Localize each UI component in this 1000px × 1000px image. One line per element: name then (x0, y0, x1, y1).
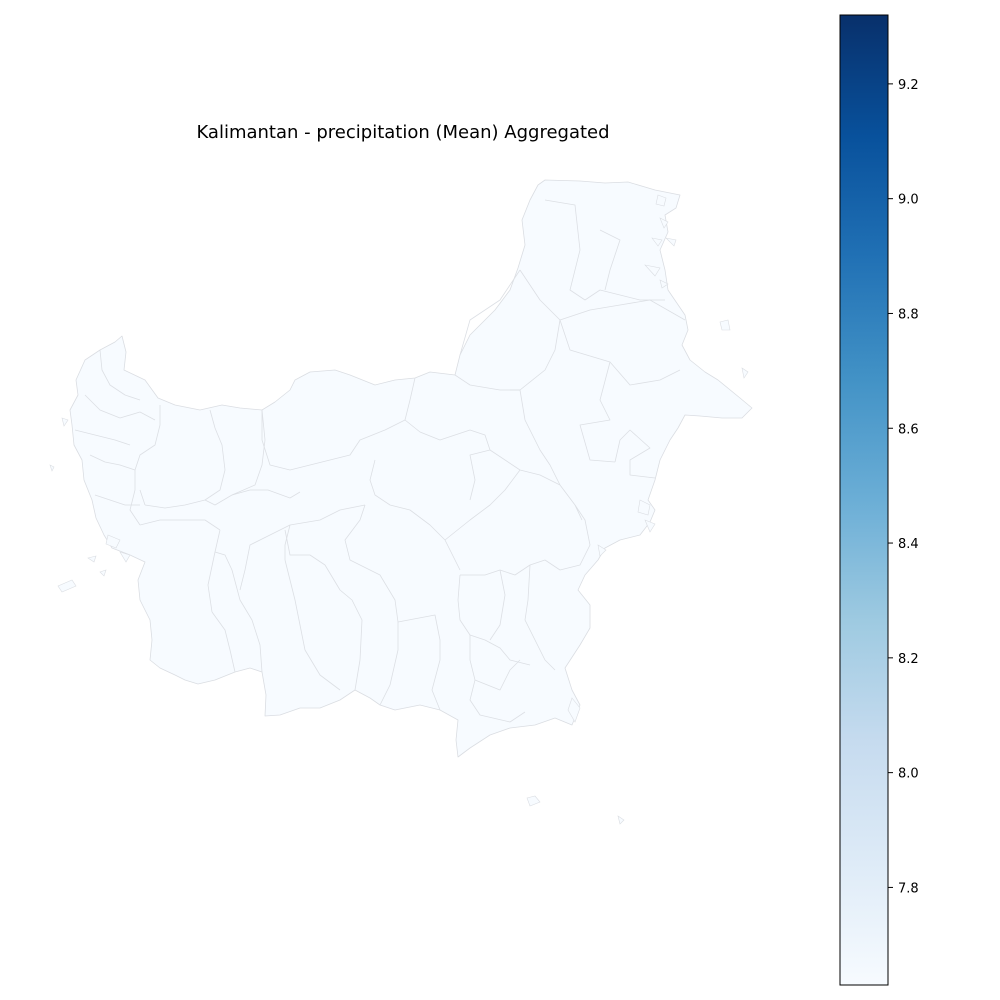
chart-title: Kalimantan - precipitation (Mean) Aggreg… (196, 122, 609, 143)
colorbar: 7.8 8.0 8.2 8.4 8.6 8.8 9.0 9.2 (839, 14, 919, 986)
offshore-islands (49, 194, 749, 825)
colorbar-tick-label: 9.0 (898, 193, 919, 208)
colorbar-tick-label: 8.8 (898, 307, 919, 322)
colorbar-tick-label: 7.8 (898, 881, 919, 896)
colorbar-tick-label: 8.2 (898, 652, 919, 667)
colorbar-tick-label: 8.4 (898, 537, 919, 552)
colorbar-tick-label: 9.2 (898, 78, 919, 93)
colorbar-tick-label: 8.6 (898, 422, 919, 437)
region-boundaries (74, 199, 686, 723)
colorbar-ticks: 7.8 8.0 8.2 8.4 8.6 8.8 9.0 9.2 (888, 78, 919, 896)
colorbar-tick-label: 8.0 (898, 767, 919, 782)
kalimantan-landmass (69, 179, 753, 758)
colorbar-gradient (839, 14, 889, 986)
